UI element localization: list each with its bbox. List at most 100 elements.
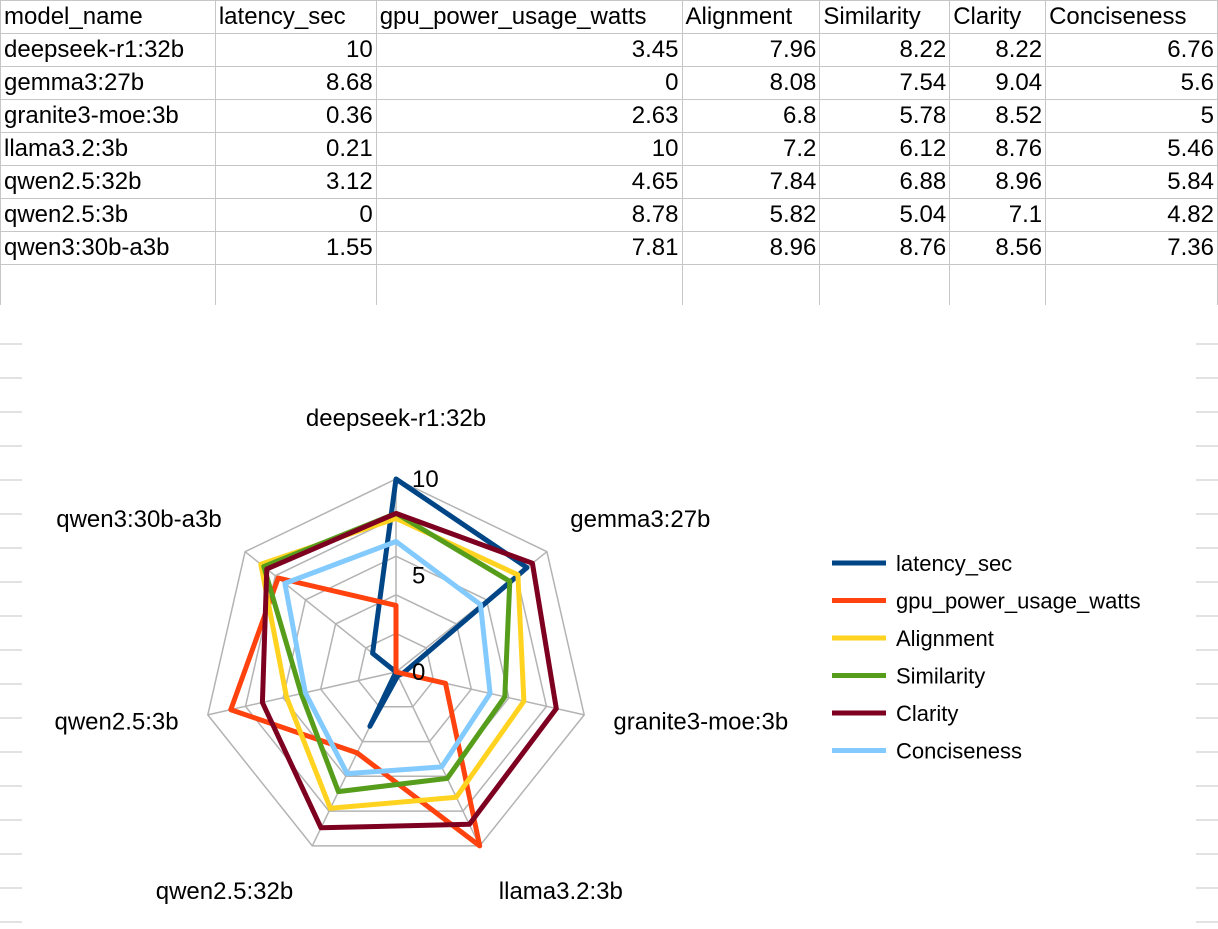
legend-label: Clarity: [896, 701, 958, 726]
grid-ring: [319, 593, 473, 743]
table-cell[interactable]: granite3-moe:3b: [0, 99, 216, 133]
table-cell[interactable]: 8.52: [949, 99, 1047, 133]
table-cell[interactable]: 8.76: [819, 231, 951, 265]
table-cell[interactable]: 5.46: [1045, 132, 1218, 166]
tick-label: 10: [412, 466, 439, 493]
legend: latency_sec gpu_power_usage_watts Alignmen…: [832, 551, 1141, 764]
table-cell[interactable]: 7.36: [1045, 231, 1218, 265]
table-cell[interactable]: 9.04: [949, 66, 1047, 100]
table-cell[interactable]: 8.76: [949, 132, 1047, 166]
table-cell[interactable]: 8.56: [949, 231, 1047, 265]
table-cell[interactable]: 4.82: [1045, 198, 1218, 232]
column-header[interactable]: latency_sec: [214, 0, 377, 34]
table-cell[interactable]: 5.6: [1045, 66, 1218, 100]
empty-cell[interactable]: [819, 264, 951, 305]
series-line-latency_sec: [367, 476, 530, 729]
table-cell[interactable]: 8.96: [681, 231, 821, 265]
table-cell[interactable]: 8.78: [375, 198, 683, 232]
category-label: deepseek-r1:32b: [306, 405, 486, 432]
category-label: gemma3:27b: [570, 506, 710, 533]
table-cell[interactable]: 7.54: [819, 66, 951, 100]
table-cell[interactable]: 5.04: [819, 198, 951, 232]
column-header[interactable]: Alignment: [681, 0, 821, 34]
table-cell[interactable]: 5.82: [681, 198, 821, 232]
table-row: deepseek-r1:32b 10 3.45 7.96 8.22 8.22 6.76: [0, 33, 1218, 67]
table-cell[interactable]: deepseek-r1:32b: [0, 33, 216, 67]
empty-cell[interactable]: [949, 264, 1047, 305]
legend-label: Similarity: [896, 664, 985, 689]
empty-cell[interactable]: [0, 264, 216, 305]
table-cell[interactable]: 3.12: [214, 165, 377, 199]
table-cell[interactable]: 4.65: [375, 165, 683, 199]
table-cell[interactable]: 5.78: [819, 99, 951, 133]
table-cell[interactable]: 0.21: [214, 132, 377, 166]
table-cell[interactable]: 0.36: [214, 99, 377, 133]
table-cell[interactable]: 7.81: [375, 231, 683, 265]
table-cell[interactable]: 3.45: [375, 33, 683, 67]
table-cell[interactable]: gemma3:27b: [0, 66, 216, 100]
table-cell[interactable]: 5: [1045, 99, 1218, 133]
table-cell[interactable]: 7.2: [681, 132, 821, 166]
column-header[interactable]: Conciseness: [1045, 0, 1218, 34]
tick-label: 5: [412, 563, 425, 590]
table-row: granite3-moe:3b 0.36 2.63 6.8 5.78 8.52 5: [0, 99, 1218, 133]
series-line-Conciseness: [282, 539, 493, 777]
column-header[interactable]: gpu_power_usage_watts: [375, 0, 683, 34]
table-row: qwen2.5:3b 0 8.78 5.82 5.04 7.1 4.82: [0, 198, 1218, 232]
table-row: qwen2.5:32b 3.12 4.65 7.84 6.88 8.96 5.84: [0, 165, 1218, 199]
column-header[interactable]: model_name: [0, 0, 216, 34]
empty-cell[interactable]: [1045, 264, 1218, 305]
empty-cell[interactable]: [375, 264, 683, 305]
column-header[interactable]: Clarity: [949, 0, 1047, 34]
table-cell[interactable]: 7.84: [681, 165, 821, 199]
grid-ring: [206, 478, 586, 847]
table-cell[interactable]: 6.88: [819, 165, 951, 199]
table-row: llama3.2:3b 0.21 10 7.2 6.12 8.76 5.46: [0, 132, 1218, 166]
table-cell[interactable]: qwen2.5:32b: [0, 165, 216, 199]
table-cell[interactable]: 6.8: [681, 99, 821, 133]
table-row: qwen3:30b-a3b 1.55 7.81 8.96 8.76 8.56 7.36: [0, 231, 1218, 265]
empty-cell[interactable]: [214, 264, 377, 305]
grid-spoke: [395, 671, 481, 847]
table-cell[interactable]: 2.63: [375, 99, 683, 133]
table-cell[interactable]: 6.76: [1045, 33, 1218, 67]
table-cell[interactable]: qwen2.5:3b: [0, 198, 216, 232]
table-cell[interactable]: 5.84: [1045, 165, 1218, 199]
table-row: gemma3:27b 8.68 0 8.08 7.54 9.04 5.6: [0, 66, 1218, 100]
category-label: qwen3:30b-a3b: [56, 506, 221, 533]
table-cell[interactable]: 7.1: [949, 198, 1047, 232]
tick-label: 0: [412, 659, 425, 686]
table-cell[interactable]: 0: [214, 198, 377, 232]
empty-row: [0, 264, 1218, 305]
series-line-Clarity: [259, 510, 559, 831]
category-label: qwen2.5:3b: [54, 709, 178, 736]
grid-ring: [282, 555, 510, 778]
legend-label: Conciseness: [896, 739, 1022, 764]
data-table: model_name latency_sec gpu_power_usage_wat…: [0, 0, 1218, 305]
empty-cell[interactable]: [681, 264, 821, 305]
table-cell[interactable]: 7.96: [681, 33, 821, 67]
table-cell[interactable]: qwen3:30b-a3b: [0, 231, 216, 265]
category-label: qwen2.5:32b: [156, 878, 293, 905]
category-label: llama3.2:3b: [499, 878, 623, 905]
table-cell[interactable]: llama3.2:3b: [0, 132, 216, 166]
table-cell[interactable]: 0: [375, 66, 683, 100]
legend-label: gpu_power_usage_watts: [896, 589, 1141, 614]
table-cell[interactable]: 10: [214, 33, 377, 67]
table-cell[interactable]: 6.12: [819, 132, 951, 166]
table-cell[interactable]: 10: [375, 132, 683, 166]
legend-label: latency_sec: [896, 551, 1012, 576]
header-row: model_name latency_sec gpu_power_usage_wat…: [0, 0, 1218, 34]
series-line-Similarity: [261, 510, 513, 795]
legend-label: Alignment: [896, 626, 994, 651]
table-cell[interactable]: 8.22: [819, 33, 951, 67]
radar-chart[interactable]: 0 5 10 deepseek-r1:32b gemma3:27b granite3-m…: [0, 318, 1218, 929]
table-cell[interactable]: 8.22: [949, 33, 1047, 67]
column-header[interactable]: Similarity: [819, 0, 951, 34]
table-cell[interactable]: 8.08: [681, 66, 821, 100]
category-label: granite3-moe:3b: [613, 709, 788, 736]
table-cell[interactable]: 8.96: [949, 165, 1047, 199]
table-cell[interactable]: 8.68: [214, 66, 377, 100]
table-cell[interactable]: 1.55: [214, 231, 377, 265]
